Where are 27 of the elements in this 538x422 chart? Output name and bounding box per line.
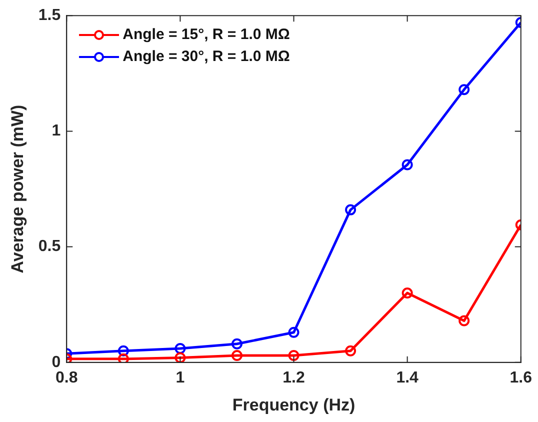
legend-label: Angle = 15°, R = 1.0 MΩ [122, 26, 290, 44]
point [458, 84, 470, 96]
point [231, 350, 242, 361]
y-tick-label: 1 [52, 122, 61, 140]
y-tick-label: 0.5 [38, 238, 61, 256]
point [345, 345, 356, 356]
point [402, 288, 413, 299]
x-tick-label: 1.6 [510, 369, 532, 386]
x-tick-label: 1 [176, 369, 185, 386]
point [231, 338, 242, 350]
point [118, 345, 129, 356]
point [118, 353, 129, 362]
x-tick-label: 1.4 [396, 369, 419, 386]
point [174, 352, 186, 362]
point [288, 326, 300, 338]
x-axis-title: Frequency (Hz) [232, 395, 356, 414]
point [174, 343, 186, 354]
y-tick-label: 0 [52, 354, 61, 371]
y-tick-label: 1.5 [38, 7, 61, 24]
point [458, 315, 470, 326]
legend-label: Angle = 30°, R = 1.0 MΩ [122, 48, 290, 66]
point [402, 159, 413, 170]
y-axis-title: Average power (mW) [8, 104, 27, 274]
point [345, 204, 356, 216]
x-tick-label: 1.2 [282, 369, 305, 386]
x-tick-label: 0.8 [56, 369, 78, 386]
point [288, 350, 300, 361]
